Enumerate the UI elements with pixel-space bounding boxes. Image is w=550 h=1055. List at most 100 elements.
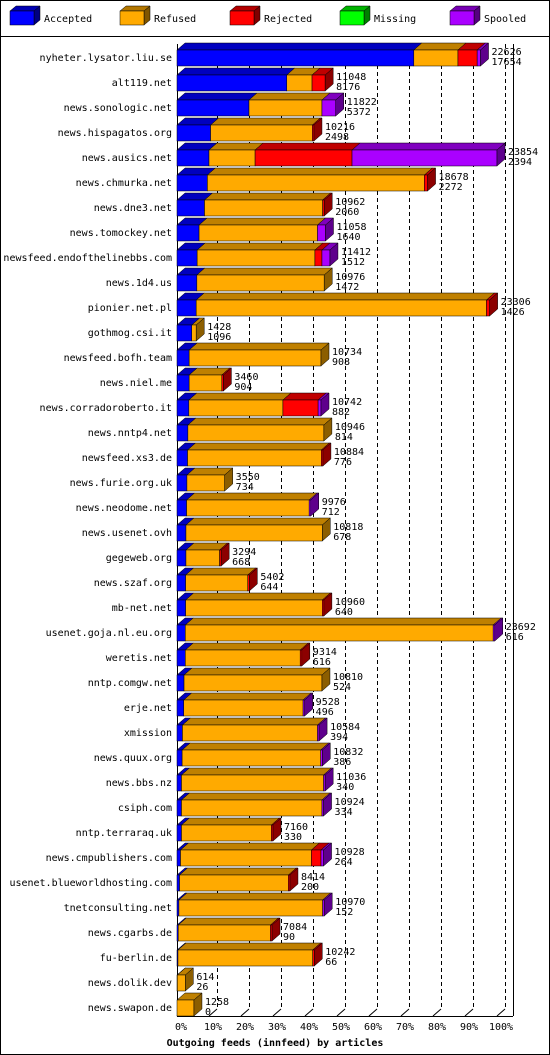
bar bbox=[177, 949, 313, 967]
bar-top bbox=[177, 942, 322, 951]
bar bbox=[176, 224, 200, 242]
legend-label: Accepted bbox=[44, 14, 92, 25]
accepted-label: 17654 bbox=[492, 57, 522, 68]
bar bbox=[186, 499, 310, 517]
bar bbox=[176, 324, 192, 342]
bar bbox=[188, 349, 322, 367]
accepted-label: 26 bbox=[196, 982, 208, 993]
bar bbox=[176, 774, 182, 792]
bar bbox=[486, 299, 490, 317]
legend-swatch bbox=[9, 10, 35, 26]
bar bbox=[314, 249, 323, 267]
bar-top bbox=[208, 142, 264, 151]
bar-side bbox=[489, 292, 498, 317]
bar-side bbox=[323, 792, 332, 817]
bar-side bbox=[313, 117, 323, 142]
bar-top bbox=[183, 667, 331, 676]
bar bbox=[413, 49, 459, 67]
bar bbox=[176, 549, 187, 567]
bar-side bbox=[301, 642, 311, 667]
bar bbox=[176, 124, 211, 142]
bar-top bbox=[195, 292, 496, 301]
bar bbox=[176, 74, 288, 92]
bar bbox=[317, 399, 322, 417]
accepted-label: 678 bbox=[333, 532, 351, 543]
y-tick-label: news.sonologic.net bbox=[64, 103, 172, 114]
total-label: 23306 bbox=[501, 297, 531, 308]
accepted-label: 908 bbox=[332, 357, 350, 368]
tick-mark bbox=[336, 1008, 346, 1017]
y-tick-label: weretis.net bbox=[106, 653, 172, 664]
accepted-label: 5372 bbox=[347, 107, 371, 118]
bar bbox=[188, 399, 284, 417]
y-tick-label: news.niel.me bbox=[100, 378, 172, 389]
accepted-label: 524 bbox=[333, 682, 351, 693]
total-label: 23854 bbox=[508, 147, 538, 158]
bar bbox=[176, 299, 197, 317]
tick-mark bbox=[368, 1008, 378, 1017]
bar bbox=[198, 224, 318, 242]
y-tick-label: news.swapon.de bbox=[88, 1003, 172, 1014]
y-tick-label: mb-net.net bbox=[112, 603, 172, 614]
accepted-label: 334 bbox=[335, 807, 353, 818]
bar-top bbox=[206, 167, 434, 176]
bar-top bbox=[183, 692, 312, 701]
total-label: 18678 bbox=[439, 172, 469, 183]
bar-top bbox=[181, 717, 327, 726]
bar bbox=[185, 599, 323, 617]
total-label: 8414 bbox=[301, 872, 325, 883]
accepted-label: 1472 bbox=[335, 282, 359, 293]
accepted-label: 1512 bbox=[341, 257, 365, 268]
bar-top bbox=[176, 92, 258, 101]
bar-top bbox=[180, 817, 281, 826]
total-label: 10242 bbox=[325, 947, 355, 958]
bar bbox=[195, 299, 487, 317]
bar-top bbox=[184, 567, 257, 576]
y-tick-label: news.bbs.nz bbox=[106, 778, 172, 789]
total-label: 10810 bbox=[333, 672, 363, 683]
bar-side bbox=[322, 442, 332, 467]
bar bbox=[177, 974, 186, 992]
bar bbox=[185, 624, 494, 642]
total-label: 11058 bbox=[336, 222, 366, 233]
bar-top bbox=[181, 742, 330, 751]
bar bbox=[176, 399, 190, 417]
y-tick-label: pionier.net.pl bbox=[88, 303, 172, 314]
bar bbox=[176, 724, 183, 742]
accepted-label: 0 bbox=[205, 1007, 211, 1018]
bar-side bbox=[427, 167, 436, 192]
bar bbox=[181, 749, 321, 767]
bar-top bbox=[178, 892, 332, 901]
total-label: 10832 bbox=[333, 747, 363, 758]
bar-top bbox=[185, 492, 318, 501]
y-tick-label: fu-berlin.de bbox=[100, 953, 172, 964]
total-label: 3460 bbox=[234, 372, 258, 383]
accepted-label: 814 bbox=[335, 432, 353, 443]
accepted-label: 616 bbox=[506, 632, 524, 643]
bar-side bbox=[323, 892, 333, 917]
bar-side bbox=[272, 817, 282, 842]
total-label: 10928 bbox=[335, 847, 365, 858]
bar bbox=[196, 249, 316, 267]
bar-side bbox=[249, 567, 258, 592]
bar-side bbox=[480, 42, 489, 67]
bar-side bbox=[494, 617, 504, 642]
bar-top bbox=[188, 342, 330, 351]
bar-side bbox=[322, 517, 331, 542]
bar bbox=[176, 199, 205, 217]
bar-top bbox=[203, 192, 332, 201]
y-tick-label: nntp.terraraq.uk bbox=[76, 828, 172, 839]
bar bbox=[176, 849, 181, 867]
x-tick-label: 10% bbox=[204, 1022, 222, 1033]
y-tick-label: erje.net bbox=[124, 703, 172, 714]
bar bbox=[176, 824, 182, 842]
bar bbox=[176, 99, 250, 117]
total-label: 11412 bbox=[341, 247, 371, 258]
bar-side bbox=[320, 392, 330, 417]
x-tick-label: 80% bbox=[428, 1022, 446, 1033]
bar bbox=[181, 824, 272, 842]
y-tick-label: news.tomockey.net bbox=[70, 228, 172, 239]
bar bbox=[191, 324, 197, 342]
total-label: 1428 bbox=[207, 322, 231, 333]
accepted-label: 496 bbox=[316, 707, 334, 718]
